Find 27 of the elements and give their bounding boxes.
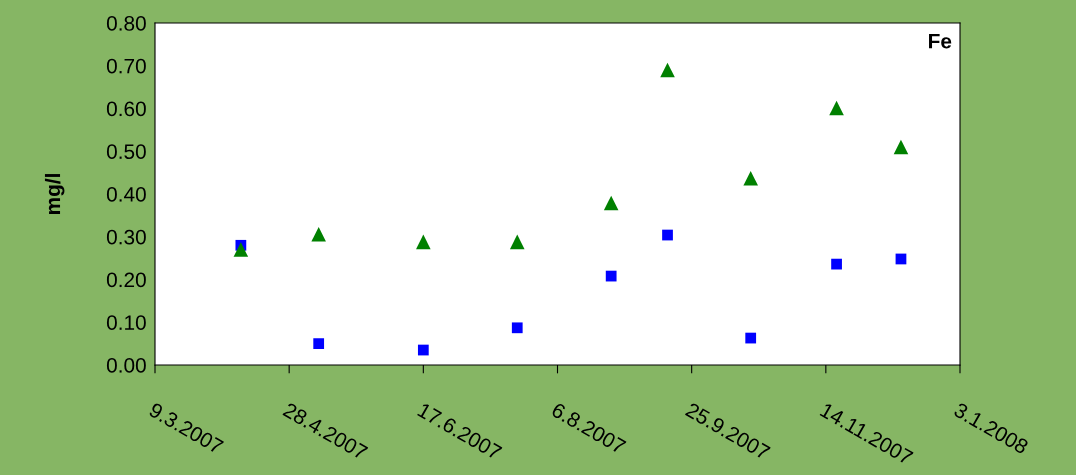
y-axis-title: mg/l	[44, 174, 65, 215]
y-tick-label: 0.50	[106, 144, 146, 159]
point	[311, 226, 326, 242]
point	[313, 338, 325, 349]
point	[743, 170, 758, 186]
y-tick-label: 0.60	[106, 101, 146, 117]
point	[417, 344, 429, 356]
y-tick-label: 0.40	[106, 187, 146, 202]
annotation: Fe	[929, 34, 952, 49]
point	[662, 229, 673, 241]
point	[233, 242, 249, 257]
point	[605, 270, 617, 282]
point	[416, 234, 431, 250]
y-tick-label: 0.00	[106, 358, 146, 373]
point	[893, 139, 909, 155]
y-tick-label: 0.30	[106, 229, 146, 245]
y-tick-label: 0.70	[106, 58, 146, 74]
y-tick-label: 0.10	[106, 315, 146, 330]
y-tick-label: 0.20	[106, 272, 146, 288]
point	[603, 195, 619, 211]
point	[745, 332, 757, 344]
point	[511, 322, 523, 334]
point	[829, 100, 844, 116]
y-tick-label: 0.80	[106, 16, 146, 31]
point	[831, 258, 842, 270]
point	[509, 234, 525, 250]
point	[660, 62, 675, 78]
